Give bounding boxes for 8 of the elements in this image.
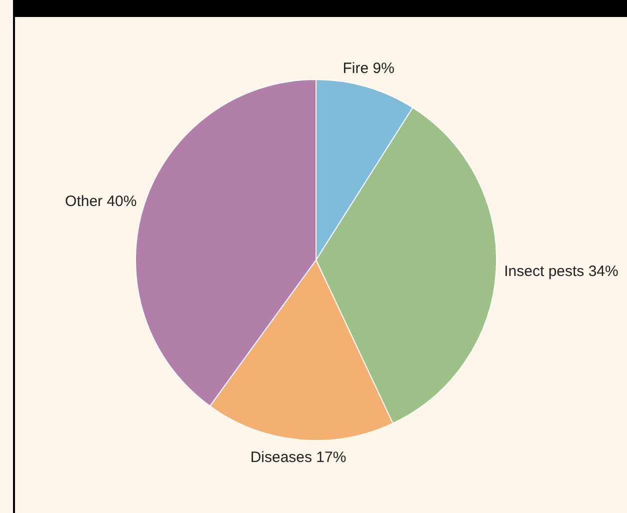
slice-label: Fire — [342, 60, 373, 78]
slice-label: Diseases — [250, 448, 316, 466]
slice-label: Insect pests — [504, 262, 588, 280]
data-label: 9% — [372, 60, 394, 78]
data-label: 17% — [316, 448, 346, 466]
data-label: 34% — [588, 262, 618, 280]
data-label: 40% — [106, 192, 137, 210]
slice-label: Other — [65, 192, 107, 210]
